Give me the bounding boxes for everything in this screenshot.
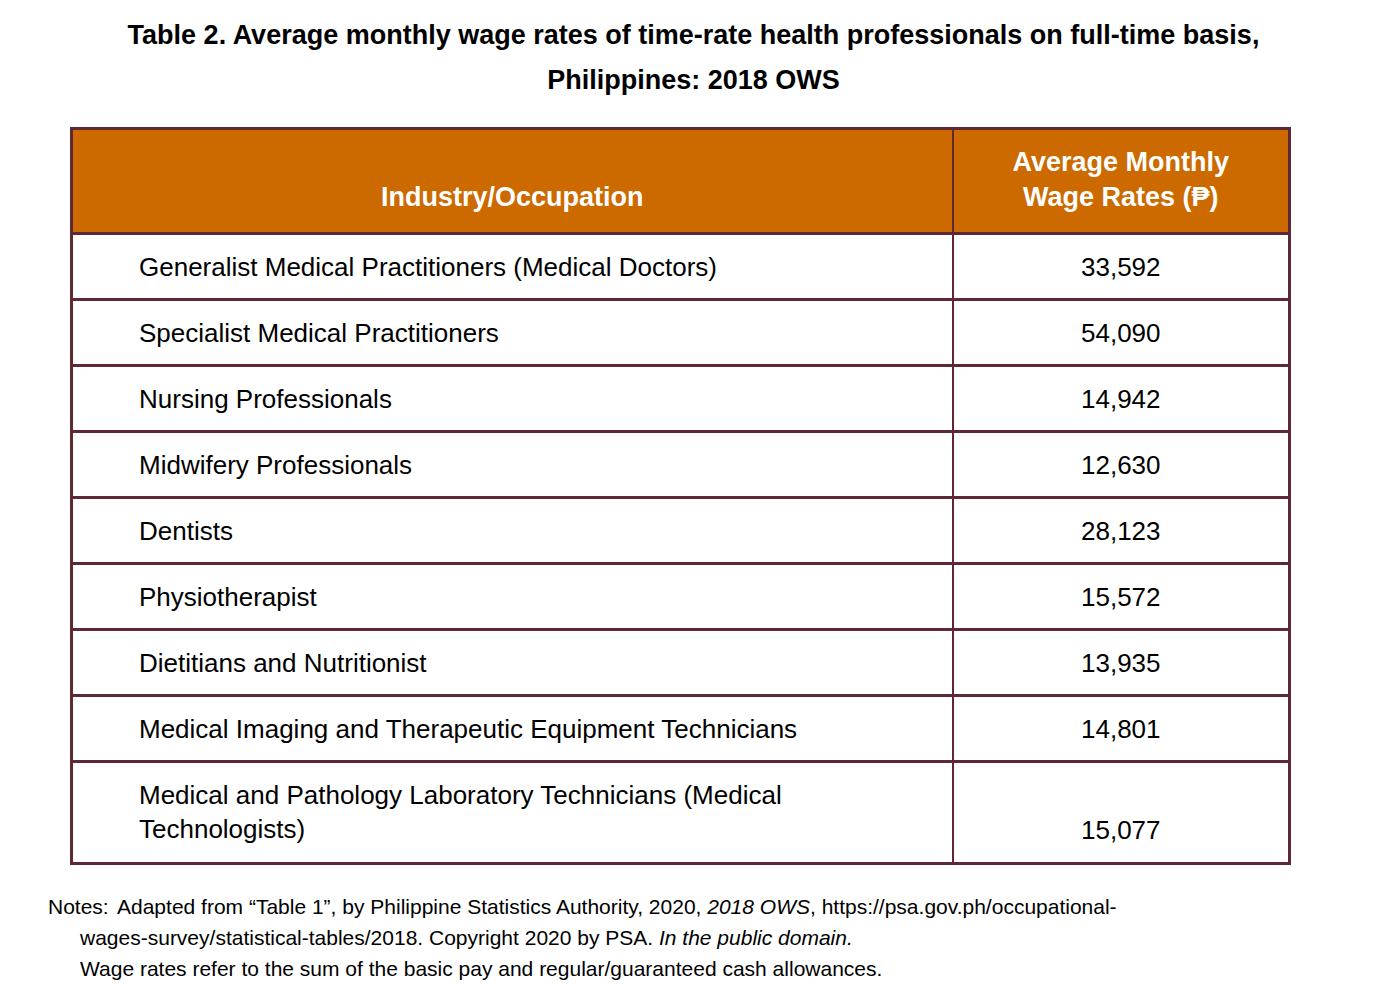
note-line-2: wages-survey/statistical-tables/2018. Co… xyxy=(80,922,1387,953)
table-caption-line2: Philippines: 2018 OWS xyxy=(0,58,1387,103)
table-header-row: Industry/Occupation Average Monthly Wage … xyxy=(72,129,1290,234)
table-row-physiotherapist: Physiotherapist 15,572 xyxy=(72,564,1290,630)
wage-cell: 12,630 xyxy=(953,432,1290,498)
note-2-italic-public-domain: In the public domain. xyxy=(659,926,853,949)
note-line-3: Wage rates refer to the sum of the basic… xyxy=(80,953,1387,984)
document-page: Table 2. Average monthly wage rates of t… xyxy=(0,0,1387,987)
wage-cell: 14,801 xyxy=(953,696,1290,762)
table-notes: Notes:Adapted from “Table 1”, by Philipp… xyxy=(48,891,1387,984)
wage-cell: 15,077 xyxy=(953,762,1290,864)
wage-cell: 14,942 xyxy=(953,366,1290,432)
occupation-cell: Specialist Medical Practitioners xyxy=(72,300,953,366)
wage-cell: 15,572 xyxy=(953,564,1290,630)
note-1-url: , https://psa.gov.ph/occupational- xyxy=(810,895,1117,918)
table-row-nursing-professionals: Nursing Professionals 14,942 xyxy=(72,366,1290,432)
occupation-cell: Dietitians and Nutritionist xyxy=(72,630,953,696)
occupation-cell: Physiotherapist xyxy=(72,564,953,630)
table-caption: Table 2. Average monthly wage rates of t… xyxy=(0,0,1387,103)
occupation-cell: Dentists xyxy=(72,498,953,564)
note-2-text: wages-survey/statistical-tables/2018. Co… xyxy=(80,926,659,949)
header-industry-occupation: Industry/Occupation xyxy=(72,129,953,234)
note-1-italic-source: 2018 OWS xyxy=(707,895,810,918)
header-wage-line2: Wage Rates (₱) xyxy=(1023,182,1219,212)
occupation-cell: Generalist Medical Practitioners (Medica… xyxy=(72,234,953,300)
note-line-1: Notes:Adapted from “Table 1”, by Philipp… xyxy=(48,891,1387,922)
table-row-medical-imaging-technicians: Medical Imaging and Therapeutic Equipmen… xyxy=(72,696,1290,762)
wage-table: Industry/Occupation Average Monthly Wage … xyxy=(70,127,1291,865)
occupation-cell: Medical Imaging and Therapeutic Equipmen… xyxy=(72,696,953,762)
notes-label: Notes: xyxy=(48,891,117,922)
table-row-midwifery-professionals: Midwifery Professionals 12,630 xyxy=(72,432,1290,498)
wage-cell: 33,592 xyxy=(953,234,1290,300)
table-caption-line1: Table 2. Average monthly wage rates of t… xyxy=(0,13,1387,58)
header-wage-line1: Average Monthly xyxy=(1012,147,1229,177)
occupation-cell: Midwifery Professionals xyxy=(72,432,953,498)
table-row-dietitians-and-nutritionist: Dietitians and Nutritionist 13,935 xyxy=(72,630,1290,696)
note-1-text: Adapted from “Table 1”, by Philippine St… xyxy=(117,895,707,918)
occupation-cell: Nursing Professionals xyxy=(72,366,953,432)
table-row-specialist-medical-practitioners: Specialist Medical Practitioners 54,090 xyxy=(72,300,1290,366)
table-row-medical-pathology-lab-technicians: Medical and Pathology Laboratory Technic… xyxy=(72,762,1290,864)
header-average-monthly-wage: Average Monthly Wage Rates (₱) xyxy=(953,129,1290,234)
occupation-cell: Medical and Pathology Laboratory Technic… xyxy=(72,762,953,864)
table-row-dentists: Dentists 28,123 xyxy=(72,498,1290,564)
wage-cell: 54,090 xyxy=(953,300,1290,366)
wage-cell: 13,935 xyxy=(953,630,1290,696)
table-row-generalist-medical-practitioners: Generalist Medical Practitioners (Medica… xyxy=(72,234,1290,300)
wage-cell: 28,123 xyxy=(953,498,1290,564)
